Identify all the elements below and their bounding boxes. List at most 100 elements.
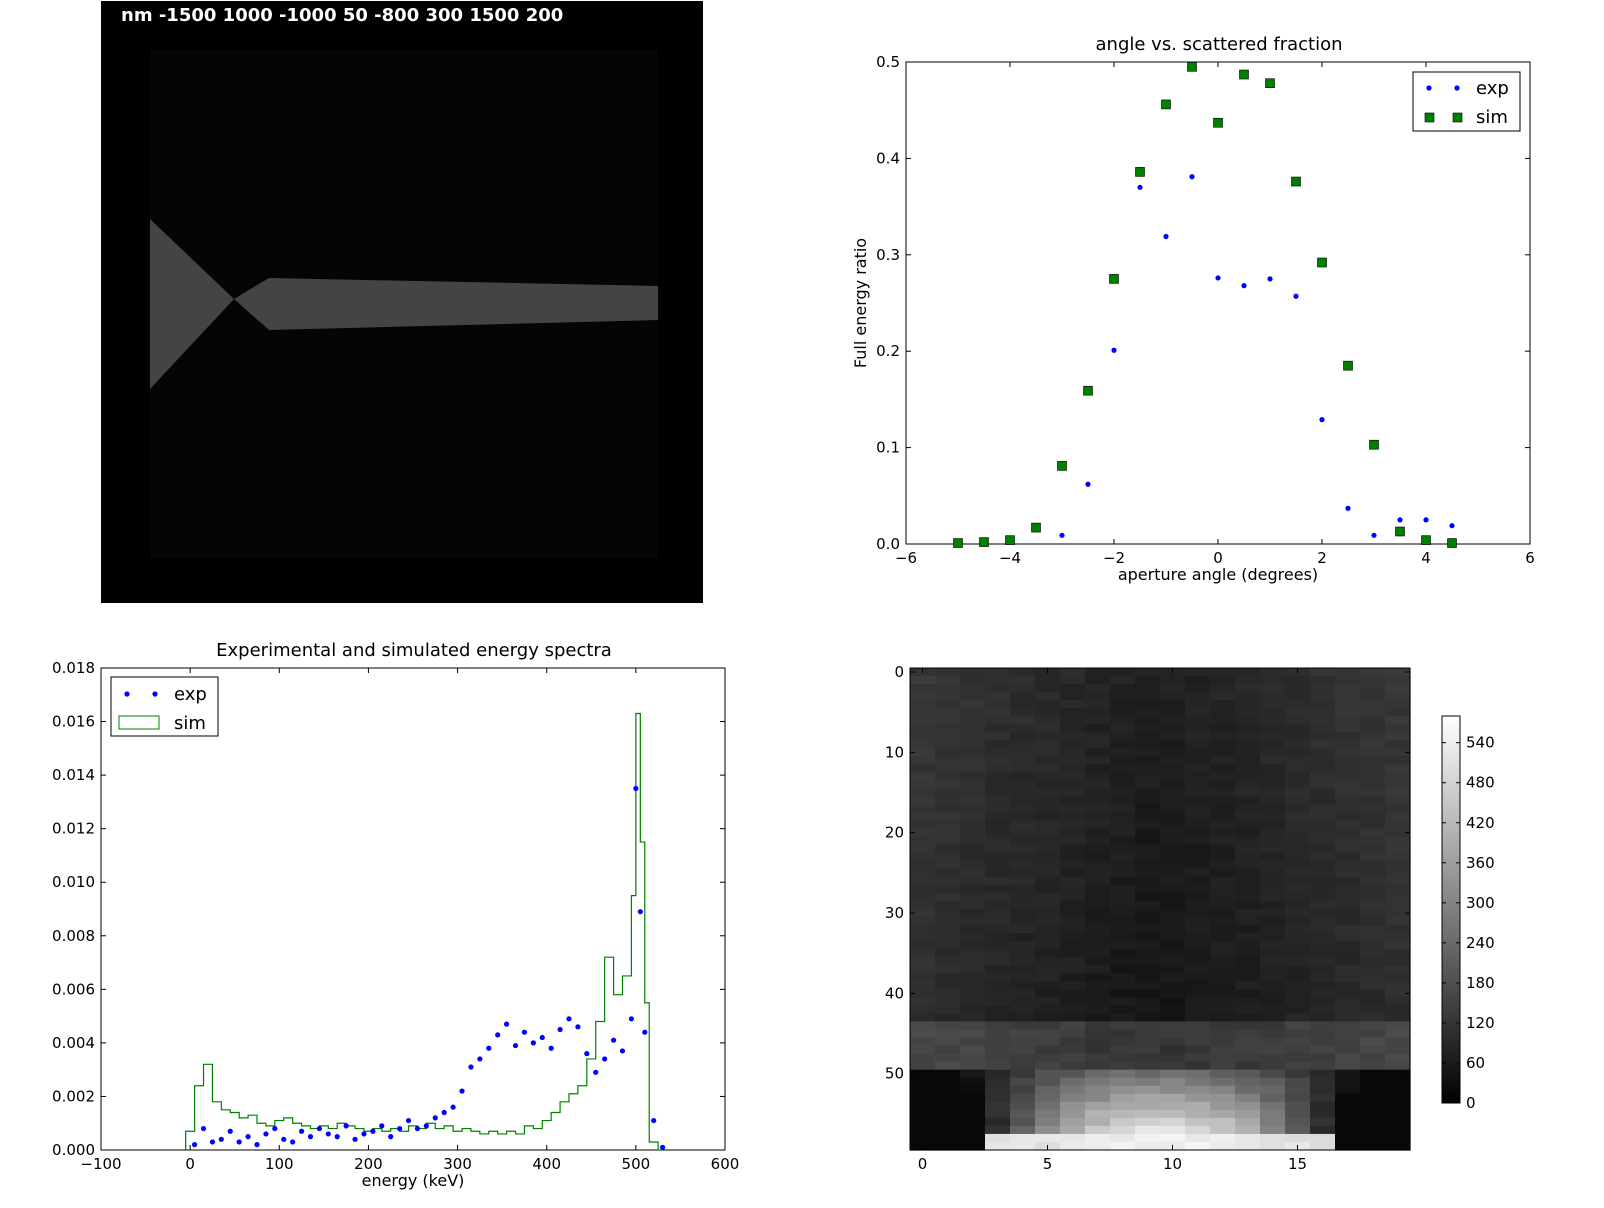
heatmap-cell bbox=[1185, 1037, 1211, 1047]
heatmap-cell bbox=[910, 933, 936, 942]
heatmap-cell bbox=[1335, 1101, 1361, 1111]
heatmap-cell bbox=[960, 780, 986, 790]
heatmap-cell bbox=[985, 917, 1011, 926]
angle-y-tick-label: 0.3 bbox=[876, 246, 900, 264]
heatmap-cell bbox=[960, 1117, 986, 1127]
heatmap-cell bbox=[1360, 1117, 1386, 1127]
heatmap-cell bbox=[960, 796, 986, 806]
heatmap-cell bbox=[1110, 933, 1136, 942]
heatmap-cell bbox=[1210, 724, 1236, 733]
heatmap-cell bbox=[1210, 852, 1236, 862]
spectra-legend-exp-marker bbox=[124, 691, 130, 697]
heatmap-cell bbox=[1385, 917, 1411, 926]
heatmap-cell bbox=[1260, 1117, 1286, 1127]
heatmap-cell bbox=[1085, 684, 1111, 693]
heatmap-cell bbox=[1110, 788, 1136, 798]
heatmap-cell bbox=[1035, 1109, 1061, 1119]
heatmap-cell bbox=[960, 740, 986, 749]
heatmap-cell bbox=[910, 1077, 936, 1087]
spectra-exp-point bbox=[486, 1045, 492, 1051]
heatmap-cell bbox=[1385, 933, 1411, 942]
heatmap-cell bbox=[985, 1045, 1011, 1055]
heatmap-cell bbox=[910, 1133, 936, 1143]
spectra-x-tick-label: 200 bbox=[354, 1155, 383, 1173]
heatmap-cell bbox=[1010, 949, 1036, 958]
heatmap-cell bbox=[1360, 796, 1386, 806]
heatmap-cell bbox=[1060, 909, 1086, 918]
heatmap-cell bbox=[1185, 852, 1211, 862]
heatmap-cell bbox=[1385, 772, 1411, 782]
heatmap-cell bbox=[1185, 957, 1211, 966]
heatmap-cell bbox=[1135, 949, 1161, 958]
heatmap-cell bbox=[1360, 1053, 1386, 1063]
angle-exp-point bbox=[1293, 293, 1299, 299]
heatmap-cell bbox=[1035, 1101, 1061, 1111]
spectra-legend-exp-marker bbox=[152, 691, 158, 697]
heatmap-cell bbox=[1235, 764, 1261, 774]
spectra-chart-title: Experimental and simulated energy spectr… bbox=[216, 640, 612, 661]
heatmap-cell bbox=[1010, 965, 1036, 974]
heatmap-cell bbox=[1260, 772, 1286, 782]
heatmap-cell bbox=[960, 860, 986, 870]
heatmap-cell bbox=[1260, 1141, 1286, 1151]
heatmap-cell bbox=[985, 989, 1011, 998]
heatmap-cell bbox=[1035, 732, 1061, 741]
heatmap-cell bbox=[1385, 684, 1411, 693]
heatmap-cell bbox=[1210, 804, 1236, 814]
heatmap-cell bbox=[1085, 820, 1111, 830]
spectra-exp-point bbox=[539, 1034, 545, 1041]
angle-exp-point bbox=[1189, 174, 1195, 180]
heatmap-cell bbox=[935, 788, 961, 798]
heatmap-cell bbox=[1285, 812, 1311, 822]
heatmap-y-tick-label: 20 bbox=[885, 824, 904, 842]
heatmap-cell bbox=[985, 876, 1011, 886]
heatmap-cell bbox=[1035, 820, 1061, 830]
heatmap-cell bbox=[1085, 772, 1111, 782]
heatmap-cell bbox=[960, 949, 986, 958]
heatmap-cell bbox=[1010, 692, 1036, 701]
heatmap-cell bbox=[1260, 812, 1286, 822]
heatmap-cell bbox=[1060, 884, 1086, 894]
heatmap-cell bbox=[1335, 997, 1361, 1006]
heatmap-cell bbox=[1360, 1013, 1386, 1023]
heatmap-cell bbox=[1385, 692, 1411, 701]
heatmap-cell bbox=[985, 732, 1011, 741]
spectra-exp-point bbox=[405, 1117, 412, 1124]
heatmap-cell bbox=[1285, 1037, 1311, 1047]
heatmap-cell bbox=[1285, 700, 1311, 709]
heatmap-cell bbox=[1110, 1093, 1136, 1103]
heatmap-cell bbox=[1110, 1101, 1136, 1111]
colorbar-tick-label: 540 bbox=[1466, 734, 1495, 752]
heatmap-cell bbox=[1135, 1061, 1161, 1071]
heatmap-cell bbox=[935, 868, 961, 878]
heatmap-cell bbox=[935, 1005, 961, 1015]
heatmap-cell bbox=[1285, 780, 1311, 790]
heatmap-cell bbox=[1210, 700, 1236, 709]
heatmap-cell bbox=[1010, 1037, 1036, 1047]
spectra-x-tick-label: 0 bbox=[185, 1155, 195, 1173]
heatmap-cell bbox=[960, 917, 986, 926]
heatmap-cell bbox=[1110, 796, 1136, 806]
heatmap-cell bbox=[1385, 925, 1411, 934]
angle-sim-point bbox=[1343, 360, 1353, 371]
heatmap-cell bbox=[1160, 1093, 1186, 1103]
heatmap-cell bbox=[1385, 676, 1411, 685]
heatmap-cell bbox=[1210, 1101, 1236, 1111]
heatmap-cell bbox=[960, 941, 986, 950]
heatmap-cell bbox=[1110, 876, 1136, 886]
heatmap-cell bbox=[1235, 973, 1261, 982]
heatmap-cell bbox=[935, 1085, 961, 1095]
heatmap-cell bbox=[1260, 844, 1286, 854]
heatmap-cell bbox=[1160, 804, 1186, 814]
heatmap-cell bbox=[1010, 700, 1036, 709]
heatmap-cell bbox=[1360, 860, 1386, 870]
heatmap-cell bbox=[1110, 700, 1136, 709]
heatmap-cell bbox=[960, 748, 986, 757]
angle-sim-point bbox=[1083, 385, 1093, 396]
heatmap-cell bbox=[1310, 1061, 1336, 1071]
heatmap-cell bbox=[935, 957, 961, 966]
heatmap-cell bbox=[1285, 804, 1311, 814]
heatmap-cell bbox=[935, 949, 961, 958]
heatmap-cell bbox=[1210, 925, 1236, 934]
colorbar-tick-label: 360 bbox=[1466, 854, 1495, 872]
